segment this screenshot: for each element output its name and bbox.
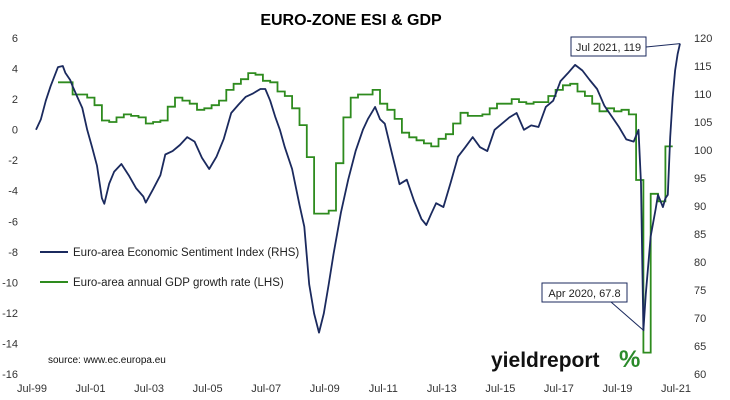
annotation-box [541, 282, 628, 303]
x-tick-label: Jul-07 [251, 383, 281, 395]
chart-title: EURO-ZONE ESI & GDP [260, 12, 442, 29]
legend-label-esi: Euro-area Economic Sentiment Index (RHS) [73, 247, 299, 259]
source-note: source: www.ec.europa.eu [48, 355, 166, 366]
left-tick-label: 4 [12, 64, 18, 76]
right-tick-label: 110 [694, 89, 712, 101]
right-tick-label: 65 [694, 341, 706, 353]
yieldreport-logo: yieldreport % [491, 346, 640, 373]
x-tick-label: Jul-21 [661, 383, 691, 395]
annotation-leader [610, 301, 644, 331]
left-tick-label: -12 [2, 308, 18, 320]
right-tick-label: 120 [694, 33, 712, 45]
right-tick-label: 95 [694, 173, 706, 185]
logo-percent-symbol: % [619, 346, 640, 373]
left-tick-label: -6 [8, 216, 18, 228]
left-tick-label: -10 [2, 277, 18, 289]
right-tick-label: 105 [694, 117, 712, 129]
legend: Euro-area Economic Sentiment Index (RHS)… [40, 247, 299, 289]
x-axis-ticks: Jul-99 Jul-01 Jul-03 Jul-05 Jul-07 Jul-09 Jul-… [17, 383, 691, 395]
legend-label-gdp: Euro-area annual GDP growth rate (LHS) [73, 277, 284, 289]
x-tick-label: Jul-15 [485, 383, 515, 395]
right-axis-ticks: 120 115 110 105 100 95 90 85 80 75 70 65 60 [694, 33, 712, 381]
x-tick-label: Jul-11 [369, 383, 398, 395]
left-tick-label: -16 [2, 369, 18, 381]
x-tick-label: Jul-19 [602, 383, 632, 395]
x-tick-label: Jul-03 [134, 383, 164, 395]
left-tick-label: 2 [12, 94, 18, 106]
logo-text: yieldreport [491, 349, 600, 372]
x-tick-label: Jul-01 [76, 383, 106, 395]
left-tick-label: -8 [8, 247, 18, 259]
left-tick-label: -2 [8, 155, 18, 167]
series-line-gdp [58, 72, 673, 354]
annotation-jul-2021: Jul 2021, 119 [570, 36, 681, 57]
annotation-leader [645, 43, 681, 48]
series-line-esi [35, 43, 681, 334]
right-tick-label: 100 [694, 145, 712, 157]
x-tick-label: Jul-05 [193, 383, 223, 395]
right-tick-label: 115 [694, 61, 712, 73]
x-tick-label: Jul-09 [310, 383, 340, 395]
left-tick-label: -14 [2, 338, 18, 350]
x-tick-label: Jul-99 [17, 383, 47, 395]
right-tick-label: 90 [694, 201, 706, 213]
right-tick-label: 60 [694, 369, 706, 381]
right-tick-label: 85 [694, 229, 706, 241]
left-tick-label: 6 [12, 33, 18, 45]
annotation-apr-2020: Apr 2020, 67.8 [541, 282, 644, 331]
annotation-label: Jul 2021, 119 [576, 42, 641, 54]
right-tick-label: 80 [694, 257, 706, 269]
x-tick-label: Jul-17 [544, 383, 574, 395]
right-tick-label: 75 [694, 285, 706, 297]
left-tick-label: -4 [8, 186, 18, 198]
right-tick-label: 70 [694, 313, 706, 325]
x-tick-label: Jul-13 [427, 383, 457, 395]
left-axis-ticks: 6 4 2 0 -2 -4 -6 -8 -10 -12 -14 -16 [2, 33, 18, 381]
annotation-label: Apr 2020, 67.8 [548, 288, 620, 300]
left-tick-label: 0 [12, 125, 18, 137]
